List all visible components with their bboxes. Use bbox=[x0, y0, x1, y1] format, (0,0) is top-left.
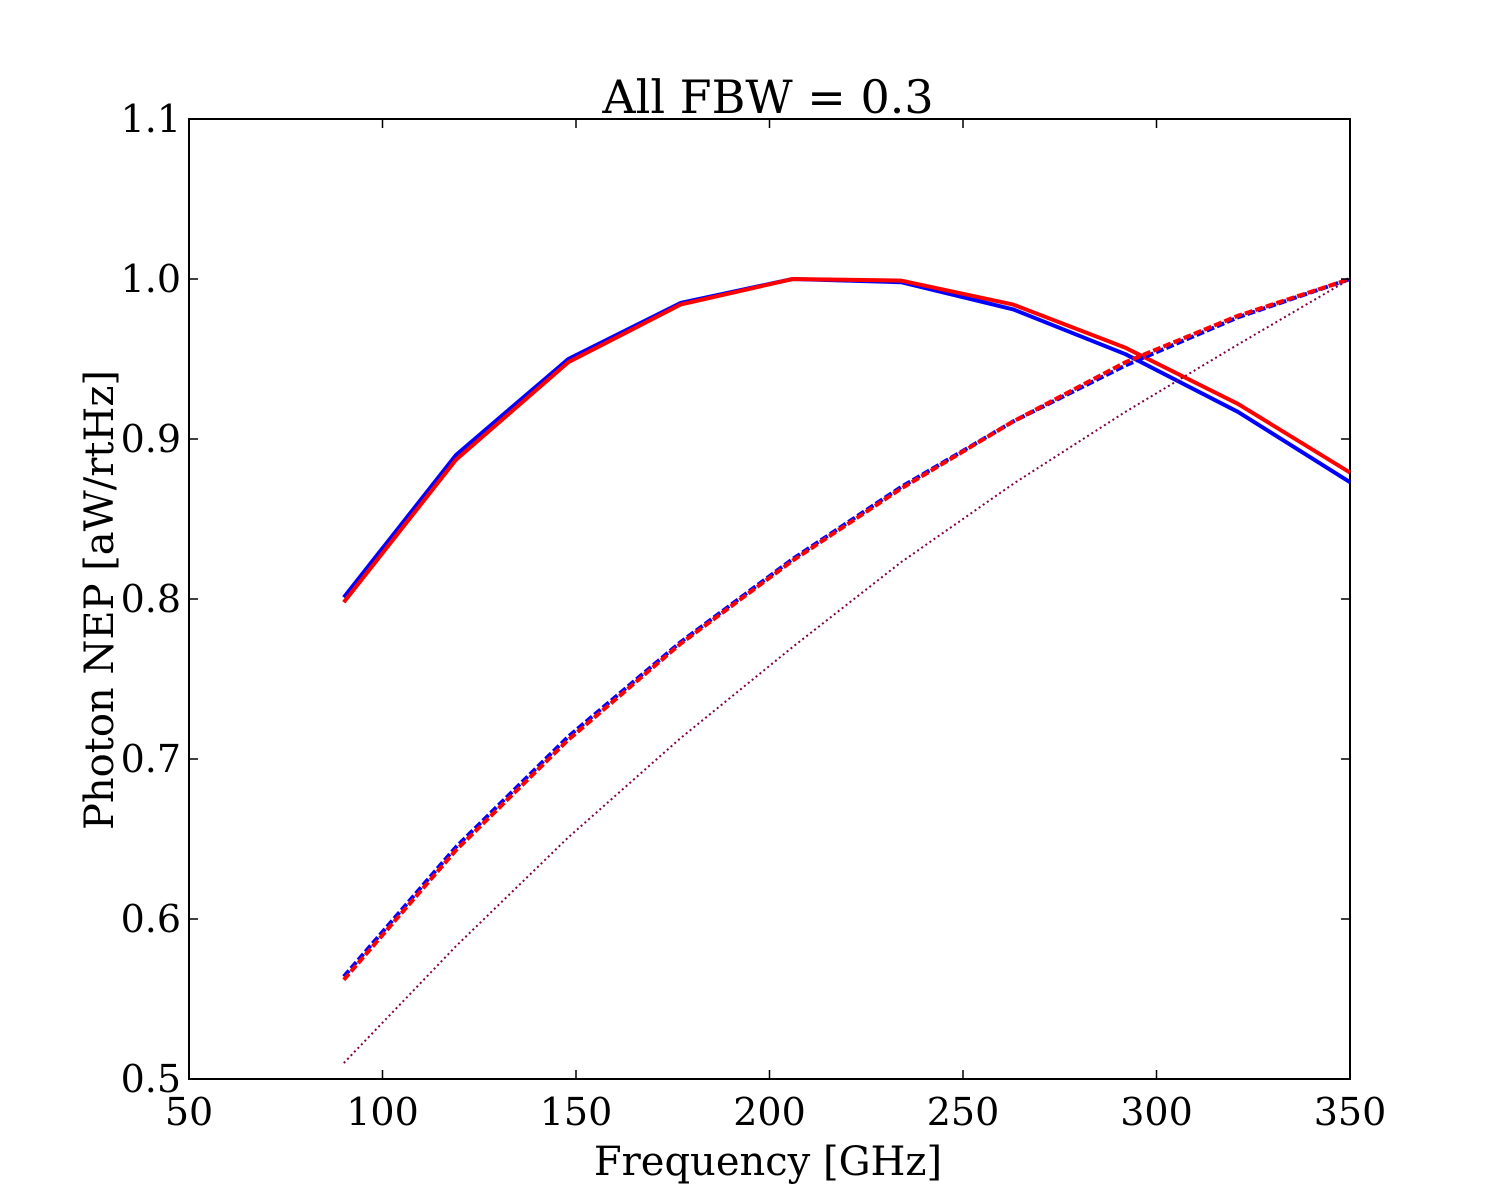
y-tick-label-0.8: 0.8 bbox=[121, 577, 181, 621]
x-tick-label-300: 300 bbox=[1120, 1090, 1193, 1134]
series-line-2-solid bbox=[342, 277, 1352, 604]
ticks-layer: 50 100 150 200 250 300 350 0.5 0.6 0.7 0.8 0.9 1.0 1.… bbox=[121, 97, 1387, 1134]
x-tick-label-250: 250 bbox=[927, 1090, 1000, 1134]
series-line-3-dashed bbox=[342, 277, 1351, 978]
y-tick-label-0.5: 0.5 bbox=[121, 1057, 181, 1101]
series-layer bbox=[342, 277, 1352, 1064]
y-tick-label-0.7: 0.7 bbox=[121, 737, 181, 781]
y-tick-label-1.1: 1.1 bbox=[121, 97, 181, 141]
y-tick-label-0.6: 0.6 bbox=[121, 897, 181, 941]
x-tick-label-200: 200 bbox=[733, 1090, 806, 1134]
x-tick-label-50: 50 bbox=[165, 1090, 213, 1134]
plot-frame bbox=[188, 118, 1351, 1080]
x-tick-label-150: 150 bbox=[540, 1090, 613, 1134]
series-line-1-solid bbox=[342, 277, 1352, 599]
x-axis-label: Frequency [GHz] bbox=[594, 1139, 942, 1185]
x-tick-label-350: 350 bbox=[1314, 1090, 1387, 1134]
y-tick-label-0.9: 0.9 bbox=[121, 417, 181, 461]
y-tick-label-1: 1.0 bbox=[121, 257, 181, 301]
series-line-5-dotted bbox=[343, 278, 1351, 1064]
y-axis-label: Photon NEP [aW/rtHz] bbox=[77, 370, 123, 830]
chart-title: All FBW = 0.3 bbox=[601, 70, 933, 124]
x-tick-label-100: 100 bbox=[346, 1090, 419, 1134]
